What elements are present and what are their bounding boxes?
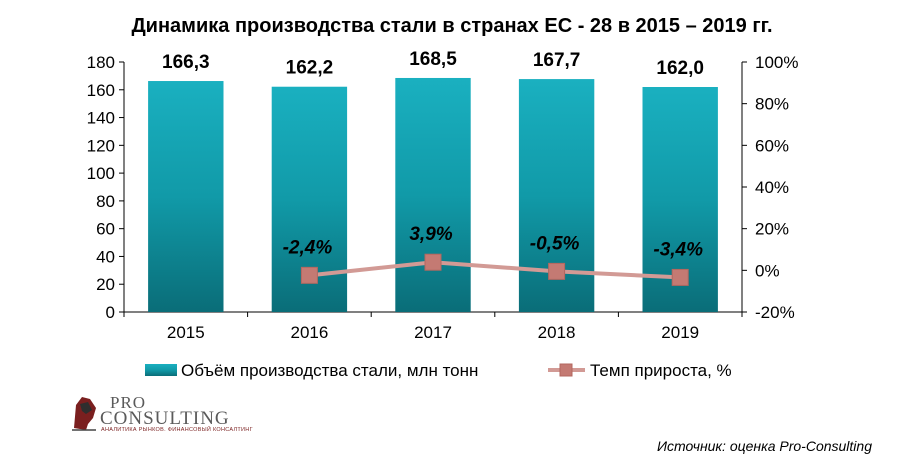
growth-point xyxy=(671,268,689,286)
y-left-tick-label: 140 xyxy=(87,109,115,128)
growth-point xyxy=(548,262,566,280)
y-left-tick-label: 100 xyxy=(87,164,115,183)
x-tick-label: 2019 xyxy=(661,323,699,342)
y-left-tick-label: 160 xyxy=(87,81,115,100)
y-right-tick-label: 60% xyxy=(755,136,789,155)
data-labels: 166,3 162,2 168,5 167,7 162,0 -2,4% 3,9% -0,5% -… xyxy=(162,49,704,260)
logo-consulting: CONSULTING xyxy=(100,408,230,429)
bar-value-label: 162,2 xyxy=(286,58,334,79)
legend-label-line: Темп прироста, % xyxy=(590,361,732,380)
x-tick-label: 2018 xyxy=(538,323,576,342)
x-tick-label: 2016 xyxy=(290,323,328,342)
growth-point xyxy=(300,266,318,284)
legend: Объём производства стали, млн тонн Темп … xyxy=(145,361,732,380)
y-left-tick-label: 60 xyxy=(96,220,115,239)
growth-point xyxy=(424,253,442,271)
bar xyxy=(148,81,224,313)
logo-emblem-icon xyxy=(70,395,98,431)
growth-line xyxy=(300,253,689,286)
x-tick-label: 2017 xyxy=(414,323,452,342)
y-left-tick-label: 20 xyxy=(96,275,115,294)
bar-value-label: 162,0 xyxy=(656,58,704,79)
growth-value-label: -3,4% xyxy=(653,239,703,260)
growth-value-label: 3,9% xyxy=(409,224,452,245)
y-left-tick-label: 120 xyxy=(87,136,115,155)
y-right-tick-label: 20% xyxy=(755,220,789,239)
bar-value-label: 166,3 xyxy=(162,52,210,73)
chart-title: Динамика производства стали в странах ЕС… xyxy=(131,15,772,37)
legend-swatch-marker xyxy=(559,363,573,377)
axes: 0 20 40 60 80 100 120 140 160 180 -20% 0% 20% 40% 60% 8… xyxy=(87,53,799,342)
logo-tagline: АНАЛИТИКА РЫНКОВ. ФИНАНСОВЫЙ КОНСАЛТИНГ xyxy=(101,425,253,433)
x-tick-label: 2015 xyxy=(167,323,205,342)
y-right-tick-label: 0% xyxy=(755,261,780,280)
legend-label-bar: Объём производства стали, млн тонн xyxy=(181,361,478,380)
y-right-tick-label: -20% xyxy=(755,303,795,322)
logo: PRO CONSULTING АНАЛИТИКА РЫНКОВ. ФИНАНСО… xyxy=(70,393,253,433)
source-note: Источник: оценка Pro-Consulting xyxy=(657,438,872,454)
y-left-tick-label: 80 xyxy=(96,192,115,211)
y-right-tick-label: 80% xyxy=(755,95,789,114)
y-left-tick-label: 40 xyxy=(96,247,115,266)
y-left-tick-label: 0 xyxy=(106,303,115,322)
bar-value-label: 167,7 xyxy=(533,50,581,71)
y-right-tick-label: 100% xyxy=(755,53,798,72)
bar xyxy=(395,77,471,312)
bar-value-label: 168,5 xyxy=(409,49,457,70)
logo-pro: PRO xyxy=(110,393,146,412)
growth-value-label: -0,5% xyxy=(530,233,580,254)
y-left-tick-label: 180 xyxy=(87,53,115,72)
legend-swatch-bar xyxy=(145,364,177,376)
growth-line-path xyxy=(309,260,681,280)
growth-value-label: -2,4% xyxy=(283,237,333,258)
y-right-tick-label: 40% xyxy=(755,178,789,197)
